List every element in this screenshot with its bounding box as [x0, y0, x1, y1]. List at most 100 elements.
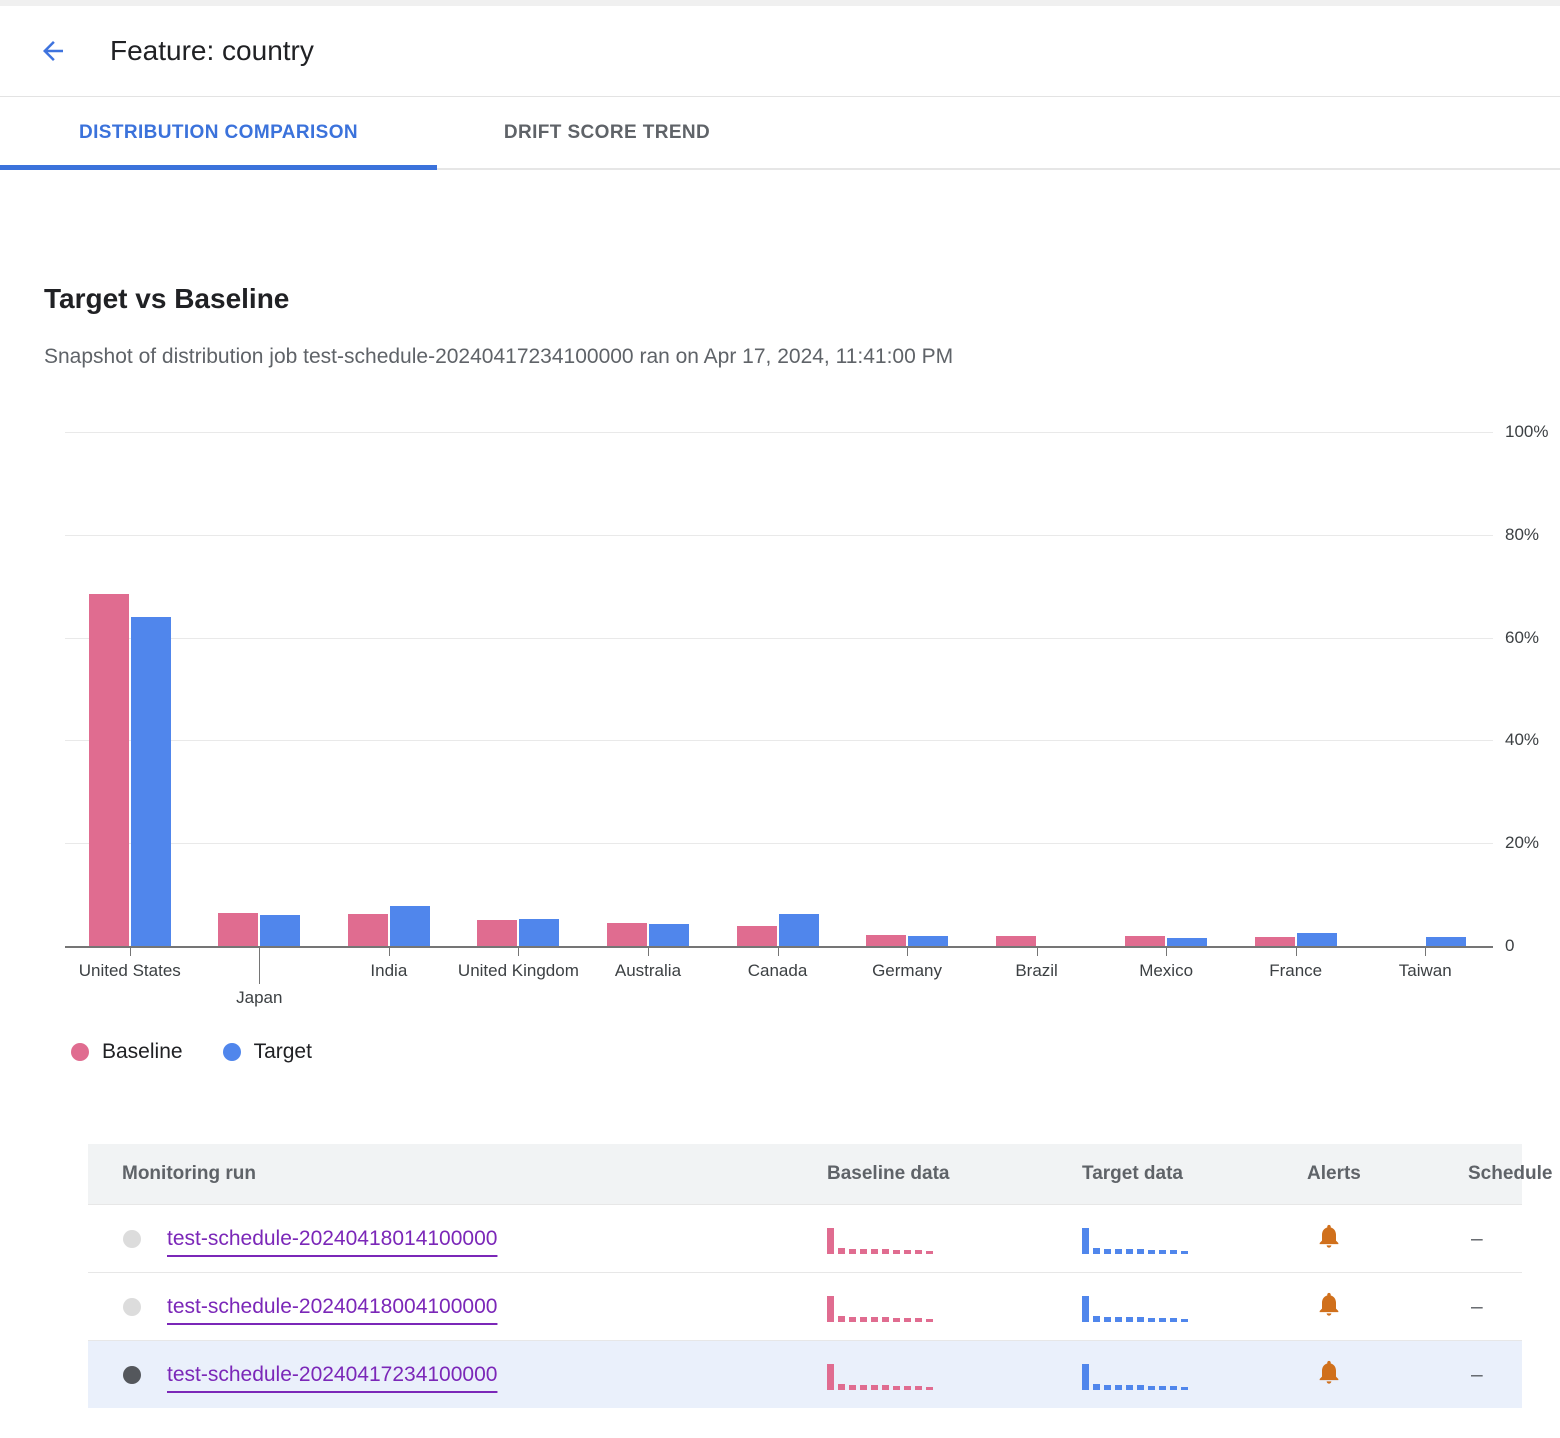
table-row[interactable]: test-schedule-20240418004100000 –: [88, 1272, 1522, 1340]
table-header-baseline-data: Baseline data: [827, 1163, 950, 1184]
sparkline-bar: [1137, 1317, 1144, 1322]
run-link[interactable]: test-schedule-20240417234100000: [167, 1362, 498, 1386]
sparkline-bar: [1115, 1316, 1122, 1322]
alert-bell-icon: [1319, 1360, 1339, 1384]
sparkline-bar: [838, 1316, 845, 1322]
sparkline-bar: [904, 1385, 911, 1390]
sparkline-bar: [1082, 1295, 1089, 1322]
sparkline-baseline: [827, 1292, 1082, 1322]
sparkline-bar: [838, 1384, 845, 1390]
page-title: Feature: country: [110, 35, 314, 66]
sparkline-bar: [926, 1386, 933, 1390]
sparkline-bar: [926, 1318, 933, 1322]
chart-gridline: [65, 637, 1493, 639]
x-axis-category-label: United States: [78, 961, 181, 980]
sparkline-bar: [849, 1316, 856, 1322]
sparkline-bar: [1126, 1249, 1133, 1254]
table-row[interactable]: test-schedule-20240417234100000 –: [88, 1340, 1522, 1408]
chart-bar-target: [1426, 936, 1467, 946]
sparkline-bar: [849, 1384, 856, 1390]
sparkline-bar: [871, 1385, 878, 1390]
sparkline-bar: [860, 1248, 867, 1254]
table-header-monitoring-run: Monitoring run: [122, 1163, 257, 1184]
sparkline-bar: [893, 1385, 900, 1390]
table-header-row: Monitoring run Baseline data Target data Al…: [88, 1144, 1552, 1204]
x-axis-tick: [1295, 948, 1297, 956]
table-header-target-data: Target data: [1082, 1163, 1184, 1184]
sparkline-bar: [1148, 1249, 1155, 1254]
x-axis-tick: [647, 948, 649, 956]
sparkline-bar: [1159, 1249, 1166, 1254]
sparkline-bar: [1148, 1317, 1155, 1322]
table-body: test-schedule-20240418014100000– test-sch…: [88, 1204, 1522, 1408]
chart-bar-baseline: [1125, 935, 1166, 946]
y-axis-tick-label: 80%: [1505, 524, 1540, 544]
legend-label: Target: [253, 1040, 312, 1063]
chart-bar-baseline: [347, 913, 388, 946]
sparkline-bar: [827, 1227, 834, 1254]
section-title: Target vs Baseline: [44, 283, 290, 314]
chart-bar-target: [1296, 933, 1337, 946]
sparkline-bar: [1170, 1250, 1177, 1254]
sparkline-bar: [860, 1316, 867, 1322]
chart-gridline: [65, 534, 1493, 536]
x-axis-tick: [129, 948, 131, 956]
target-data-cell: [1082, 1292, 1307, 1322]
sparkline-bar: [1093, 1248, 1100, 1254]
x-axis-tick: [1166, 948, 1168, 956]
run-status-circle[interactable]: [123, 1229, 141, 1248]
alerts-cell: [1307, 1290, 1468, 1323]
top-divider: [0, 0, 1560, 6]
y-axis-tick-label: 40%: [1505, 730, 1540, 750]
sparkline-bar: [1104, 1384, 1111, 1390]
tab-distribution-comparison[interactable]: DISTRIBUTION COMPARISON: [0, 97, 437, 170]
sparkline-bar: [1115, 1248, 1122, 1254]
back-button[interactable]: [36, 34, 70, 68]
sparkline-bar: [871, 1249, 878, 1254]
sparkline-bar: [904, 1249, 911, 1254]
table-row[interactable]: test-schedule-20240418014100000 –: [88, 1204, 1522, 1272]
run-link[interactable]: test-schedule-20240418004100000: [167, 1294, 498, 1318]
arrow-back-icon: [43, 41, 63, 61]
sparkline-target: [1082, 1224, 1307, 1254]
chart-legend: Baseline Target: [71, 1040, 312, 1064]
distribution-chart: Baseline Target 0 20% 40% 60% 80% 100% United S…: [0, 388, 1560, 1088]
sparkline-bar: [1181, 1318, 1188, 1322]
run-link[interactable]: test-schedule-20240418014100000: [167, 1226, 498, 1250]
legend-item-baseline: Baseline: [71, 1040, 183, 1064]
run-status-circle[interactable]: [123, 1365, 141, 1384]
table-header-alerts: Alerts: [1307, 1163, 1361, 1184]
y-axis-tick-label: 0: [1505, 936, 1515, 955]
chart-bar-baseline: [477, 920, 518, 946]
x-axis-category-label: Canada: [747, 961, 808, 980]
chart-bar-target: [648, 924, 689, 946]
sparkline-bar: [1181, 1250, 1188, 1254]
run-cell: test-schedule-20240417234100000: [88, 1363, 827, 1387]
alert-bell-icon: [1319, 1224, 1339, 1248]
chart-gridline: [65, 740, 1493, 742]
sparkline-baseline: [827, 1224, 1082, 1254]
chart-bar-baseline: [88, 593, 129, 946]
tab-drift-score-trend[interactable]: DRIFT SCORE TREND: [437, 97, 777, 168]
chart-bar-baseline: [1254, 936, 1295, 946]
sparkline-bar: [827, 1363, 834, 1390]
run-status-circle[interactable]: [123, 1297, 141, 1316]
x-axis-category-label: Japan: [236, 988, 283, 1007]
sparkline-bar: [1126, 1317, 1133, 1322]
chart-gridline: [65, 843, 1493, 845]
baseline-data-cell: [827, 1292, 1082, 1322]
x-axis-tick: [1036, 948, 1038, 956]
x-axis-category-label: United Kingdom: [457, 961, 579, 980]
target-data-cell: [1082, 1360, 1307, 1390]
chart-bar-target: [778, 913, 819, 946]
monitoring-runs-table: Monitoring run Baseline data Target data Al…: [88, 1144, 1552, 1408]
sparkline-bar: [849, 1248, 856, 1254]
alerts-cell: [1307, 1222, 1468, 1255]
baseline-data-cell: [827, 1360, 1082, 1390]
sparkline-bar: [827, 1295, 834, 1322]
sparkline-bar: [1093, 1384, 1100, 1390]
target-data-cell: [1082, 1224, 1307, 1254]
sparkline-target: [1082, 1292, 1307, 1322]
alerts-cell: [1307, 1358, 1468, 1391]
x-axis-tick: [907, 948, 909, 956]
